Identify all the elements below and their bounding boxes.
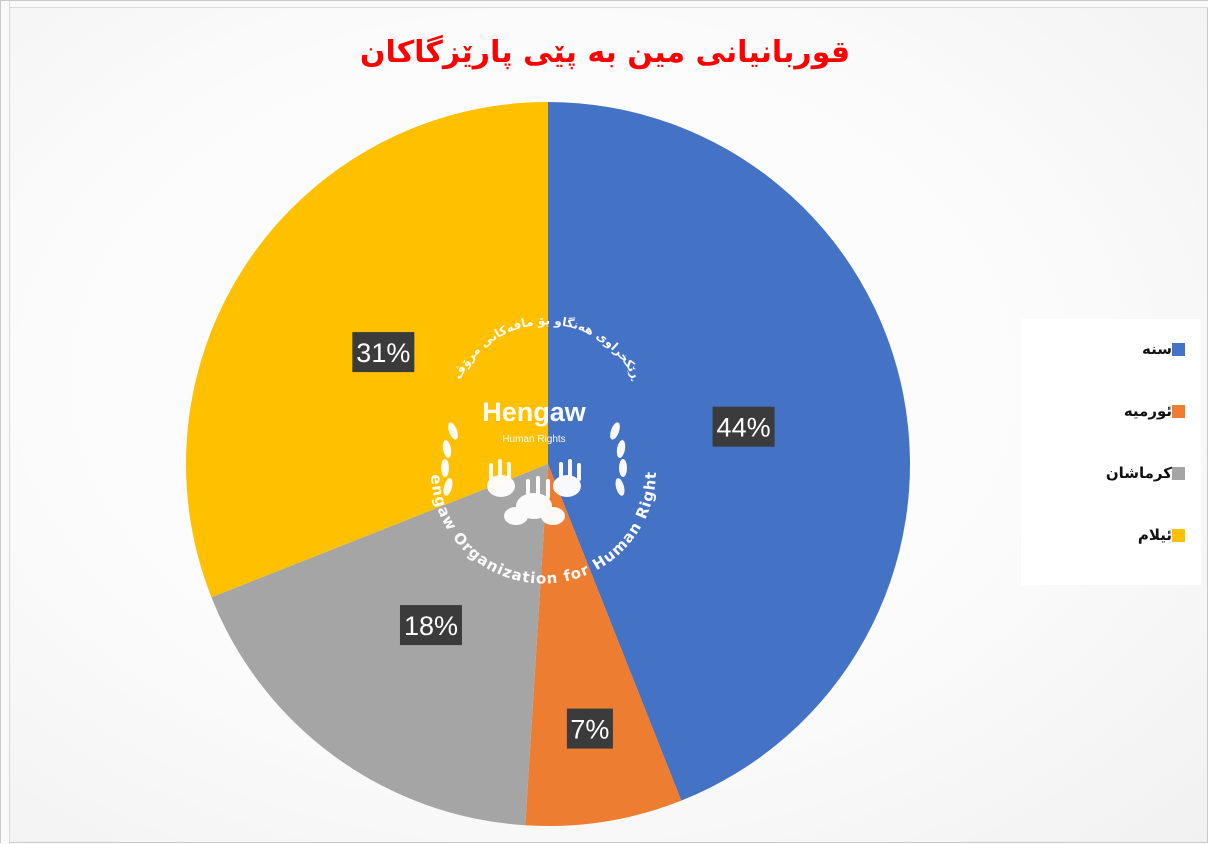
legend-swatch: [1172, 342, 1185, 356]
legend-item: ئیلام: [1130, 523, 1185, 547]
chart-legend: سنه ئورمیه کرماشان ئیلام: [1021, 319, 1201, 585]
data-label: 31%: [356, 338, 410, 368]
data-label-background: [712, 406, 775, 447]
watermark-name: Hengaw: [482, 397, 587, 427]
pie-slices: [185, 102, 911, 827]
hands-icon: [487, 459, 581, 525]
data-label-background: [399, 605, 462, 646]
data-label: 7%: [570, 715, 609, 745]
legend-label: کرماشان: [1105, 464, 1172, 482]
legend-item: سنه: [1134, 337, 1185, 361]
pie-slice: [548, 102, 911, 801]
legend-item: کرماشان: [1098, 461, 1185, 485]
data-label: 18%: [404, 611, 458, 641]
data-label: 44%: [717, 413, 771, 443]
left-ruler: [1, 1, 10, 844]
legend-label: ئورمیه: [1123, 402, 1172, 420]
wheat-right-icon: [610, 422, 627, 496]
legend-label: ئیلام: [1137, 526, 1172, 544]
pie-slice: [211, 464, 549, 826]
wheat-left-icon: [441, 422, 458, 496]
pie-data-labels: 44% 7% 18% 31%: [352, 332, 775, 749]
legend-swatch: [1172, 404, 1185, 418]
legend-swatch: [1172, 466, 1185, 480]
legend-item: ئورمیه: [1116, 399, 1185, 423]
watermark-subtitle: Human Rights: [502, 434, 565, 445]
chart-title: قوربانیانی مین به پێی پارێزگاکان: [359, 35, 851, 70]
top-ruler: [1, 1, 1208, 8]
data-label-background: [566, 708, 613, 749]
pie-slice: [525, 464, 682, 827]
data-label-background: [352, 332, 415, 373]
legend-swatch: [1172, 528, 1185, 542]
legend-label: سنه: [1142, 340, 1172, 358]
